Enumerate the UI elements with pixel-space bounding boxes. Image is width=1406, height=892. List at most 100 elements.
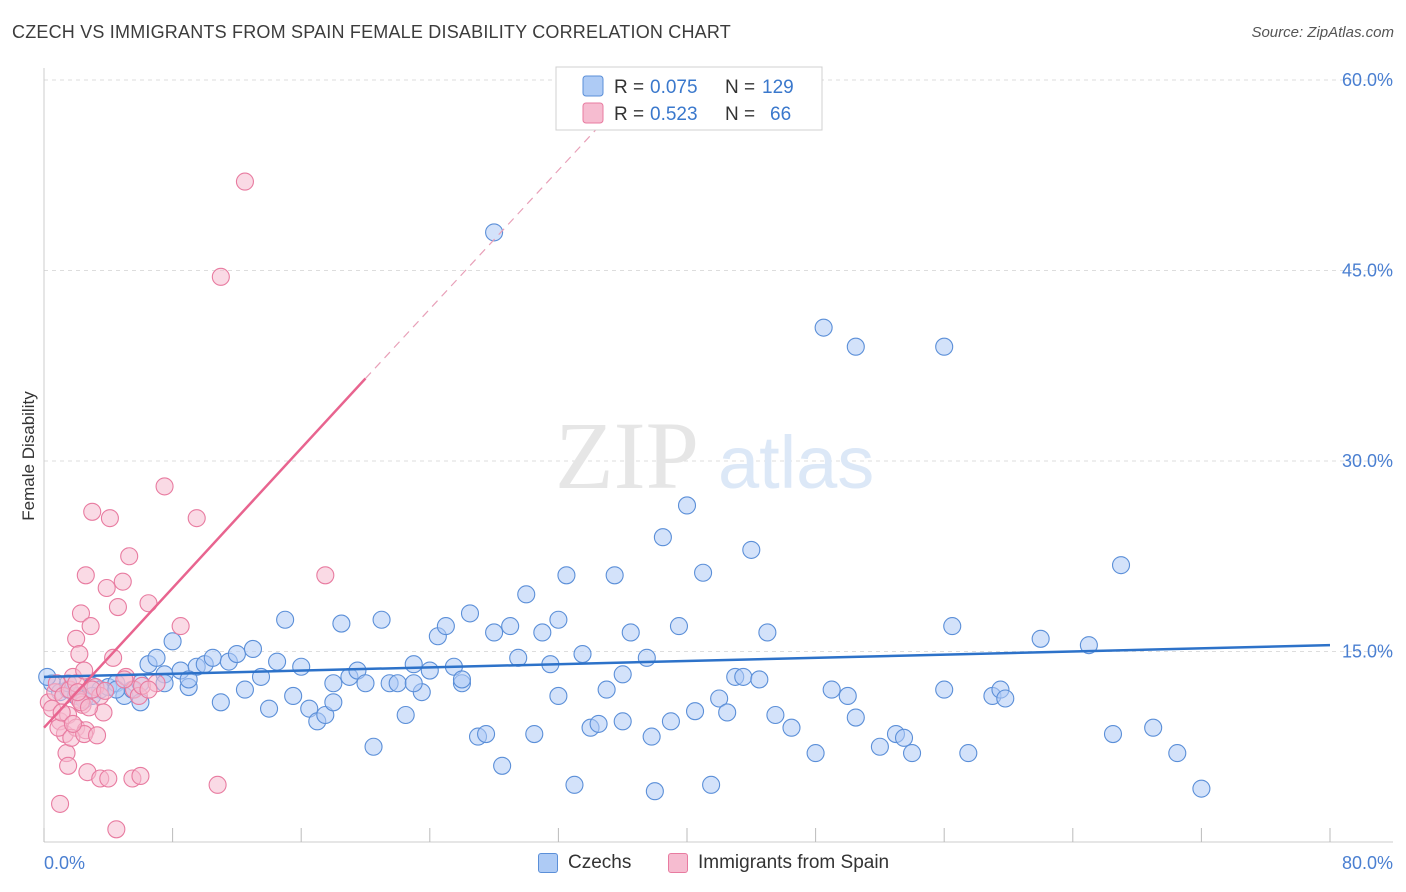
spain-point: [187, 509, 206, 528]
czech-point: [549, 686, 568, 706]
czech-point: [485, 223, 504, 242]
czech-point: [894, 728, 914, 747]
legend-box: R = 0.075 N = 129 R = 0.523 N = 66: [555, 66, 823, 131]
czech-point: [734, 667, 753, 686]
bottom-legend-swatch-spain: [668, 853, 688, 873]
czech-point: [597, 680, 616, 699]
czech-point: [557, 566, 576, 585]
legend-czech-n-label: N =: [725, 77, 755, 98]
legend-czech-n-value: 129: [762, 77, 794, 98]
czech-point: [1111, 556, 1131, 575]
czech-point: [959, 744, 978, 763]
czech-point: [436, 617, 455, 636]
czech-point: [227, 644, 246, 664]
czech-point: [846, 708, 865, 727]
czech-point: [485, 623, 504, 642]
spain-point: [316, 566, 335, 585]
legend-swatch-spain: [582, 102, 604, 124]
czech-point: [493, 756, 512, 775]
legend-czech-r-label: R =: [614, 77, 644, 98]
spain-point: [81, 617, 100, 636]
czech-points: [38, 223, 1211, 801]
czech-point: [661, 712, 680, 731]
legend-swatch-czech: [582, 75, 604, 97]
czech-point: [324, 674, 343, 693]
spain-point: [131, 766, 150, 786]
spain-point: [67, 629, 86, 648]
grid-lines: [44, 79, 1393, 652]
bottom-legend-spain: Immigrants from Spain: [668, 852, 889, 874]
czech-point: [694, 563, 713, 582]
czech-point: [163, 632, 182, 651]
y-tick-label: 15.0%: [1342, 642, 1393, 662]
czech-point: [846, 337, 865, 356]
czech-point: [637, 648, 656, 667]
spain-point: [104, 648, 123, 667]
czech-point: [452, 670, 472, 689]
czech-point: [782, 718, 801, 737]
spain-point: [211, 267, 230, 286]
legend-spain-r-label: R =: [614, 104, 644, 125]
bottom-legend-label-czech: Czechs: [568, 852, 632, 873]
czech-point: [605, 566, 624, 585]
spain-point: [76, 566, 95, 585]
czech-point: [549, 610, 568, 629]
czech-point: [996, 689, 1015, 708]
spain-point: [97, 578, 116, 598]
x-tick-label-min: 0.0%: [44, 853, 85, 873]
spain-point: [115, 670, 134, 689]
czech-point: [1144, 718, 1163, 737]
czech-point: [935, 337, 954, 356]
spain-point: [87, 726, 107, 745]
chart-title: CZECH VS IMMIGRANTS FROM SPAIN FEMALE DI…: [12, 22, 731, 42]
czech-point: [613, 665, 632, 684]
czech-point: [1168, 744, 1187, 763]
spain-point: [155, 477, 174, 496]
czech-point: [420, 661, 439, 680]
czech-point: [477, 724, 496, 744]
y-tick-label: 45.0%: [1342, 261, 1393, 281]
spain-point: [235, 172, 254, 191]
czech-point: [235, 680, 254, 699]
czech-point: [396, 705, 415, 725]
czech-point: [838, 686, 857, 706]
czech-point: [292, 657, 311, 676]
czech-point: [211, 693, 230, 712]
czech-point: [284, 686, 303, 706]
watermark-zip: ZIP: [555, 402, 699, 509]
spain-point: [79, 698, 99, 717]
spain-point: [100, 509, 119, 528]
czech-point: [404, 655, 423, 674]
czech-point: [300, 699, 319, 718]
spain-point: [108, 597, 127, 617]
czech-point: [822, 680, 841, 699]
czech-point: [388, 674, 407, 693]
y-tick-label: 60.0%: [1342, 70, 1393, 90]
czech-point: [653, 528, 672, 547]
czech-point: [758, 623, 777, 642]
czech-point: [589, 714, 608, 733]
czech-point: [460, 604, 480, 623]
x-tick-label-max: 80.0%: [1342, 853, 1393, 873]
axes: [43, 68, 1393, 843]
czech-trend-line: [43, 643, 1331, 679]
czech-point: [710, 689, 729, 708]
spain-point: [113, 572, 132, 591]
spain-trend-line: [43, 377, 367, 729]
czech-point: [147, 648, 166, 667]
czech-point: [1079, 636, 1098, 655]
czech-point: [685, 702, 705, 721]
czech-point: [870, 737, 889, 756]
czech-point: [750, 670, 769, 689]
czech-point: [902, 744, 922, 763]
czech-point: [718, 703, 737, 722]
czech-point: [935, 680, 954, 699]
czech-point: [179, 670, 198, 689]
spain-point: [171, 617, 190, 636]
spain-points: [39, 172, 335, 839]
czech-point: [404, 674, 423, 693]
spain-point: [59, 756, 78, 775]
czech-point: [324, 693, 343, 712]
czech-point: [702, 775, 721, 794]
